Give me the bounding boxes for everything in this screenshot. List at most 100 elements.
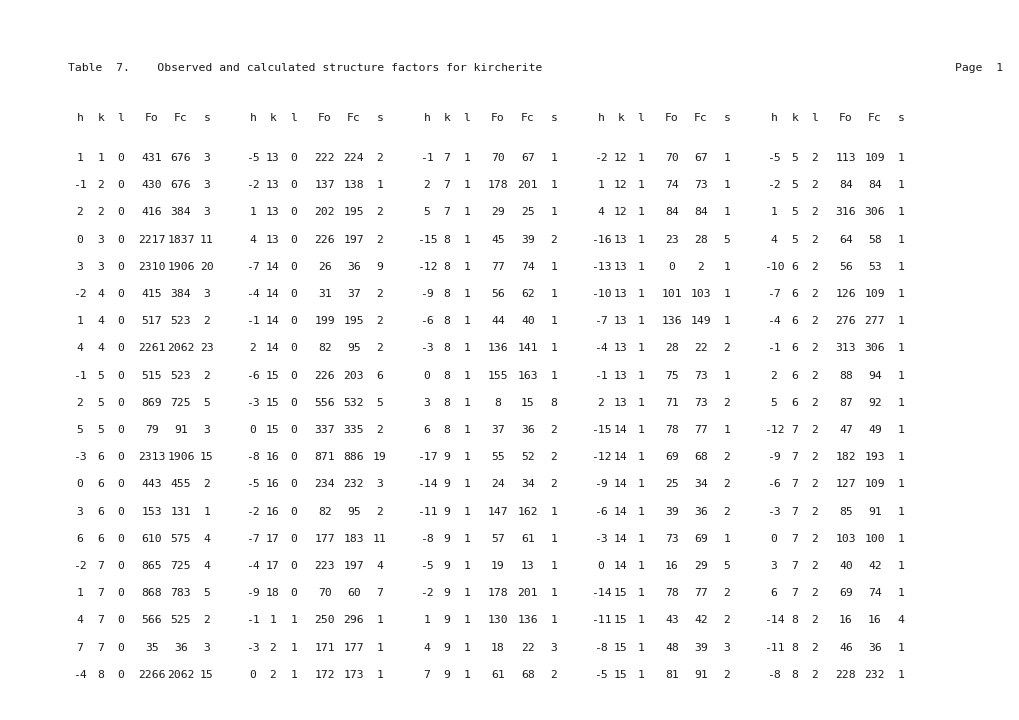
Text: 14: 14 [613,561,628,571]
Text: -11: -11 [590,616,610,626]
Text: 7: 7 [98,588,104,598]
Text: 2: 2 [550,425,557,435]
Text: 1: 1 [637,561,644,571]
Text: 13: 13 [521,561,534,571]
Text: -2: -2 [593,153,607,163]
Text: 2: 2 [811,670,817,680]
Text: 2: 2 [722,588,730,598]
Text: 1: 1 [463,616,470,626]
Text: 1: 1 [637,452,644,462]
Text: 6: 6 [791,262,798,271]
Text: 68: 68 [521,670,534,680]
Text: 0: 0 [667,262,675,271]
Text: 13: 13 [613,316,628,326]
Text: 87: 87 [839,397,852,408]
Text: 2062: 2062 [167,343,195,354]
Text: 101: 101 [661,289,682,299]
Text: 171: 171 [315,642,335,652]
Text: 6: 6 [791,397,798,408]
Text: 5: 5 [722,561,730,571]
Text: 14: 14 [613,425,628,435]
Text: 49: 49 [867,425,881,435]
Text: 4: 4 [204,561,210,571]
Text: 0: 0 [290,371,298,381]
Text: 3: 3 [550,642,557,652]
Text: 430: 430 [142,180,162,190]
Text: 8: 8 [443,397,450,408]
Text: 13: 13 [613,262,628,271]
Text: 195: 195 [343,207,364,217]
Text: 37: 37 [346,289,361,299]
Text: 37: 37 [490,425,504,435]
Text: 7: 7 [443,153,450,163]
Text: 306: 306 [864,343,884,354]
Text: -15: -15 [590,425,610,435]
Text: -4: -4 [246,289,260,299]
Text: 136: 136 [487,343,507,354]
Text: 2217: 2217 [139,235,165,245]
Text: -4: -4 [593,343,607,354]
Text: 2: 2 [811,425,817,435]
Text: 523: 523 [170,371,192,381]
Text: 1: 1 [269,616,276,626]
Text: 2: 2 [376,153,383,163]
Text: 1: 1 [637,670,644,680]
Text: 94: 94 [867,371,881,381]
Text: 2: 2 [811,262,817,271]
Text: -1: -1 [246,616,260,626]
Text: 7: 7 [76,642,84,652]
Text: 1: 1 [550,316,557,326]
Text: l: l [463,113,470,123]
Text: 1: 1 [290,670,298,680]
Text: 36: 36 [867,642,881,652]
Text: 1: 1 [637,642,644,652]
Text: l: l [637,113,644,123]
Text: 0: 0 [290,235,298,245]
Text: 2: 2 [269,642,276,652]
Text: 0: 0 [290,397,298,408]
Text: 1: 1 [722,207,730,217]
Text: -8: -8 [246,452,260,462]
Text: 1: 1 [637,534,644,544]
Text: 15: 15 [613,670,628,680]
Text: h: h [250,113,256,123]
Text: 3: 3 [76,507,84,516]
Text: 1: 1 [463,561,470,571]
Text: 232: 232 [864,670,884,680]
Text: 130: 130 [487,616,507,626]
Text: 1: 1 [897,534,904,544]
Text: 1: 1 [897,235,904,245]
Text: 7: 7 [791,561,798,571]
Text: 316: 316 [835,207,856,217]
Text: 1: 1 [637,397,644,408]
Text: 16: 16 [839,616,852,626]
Text: -9: -9 [766,452,781,462]
Text: 16: 16 [266,507,279,516]
Text: -3: -3 [420,343,433,354]
Text: 7: 7 [376,588,383,598]
Text: 22: 22 [694,343,707,354]
Text: -2: -2 [766,180,781,190]
Text: 3: 3 [98,262,104,271]
Text: 296: 296 [343,616,364,626]
Text: 2: 2 [376,235,383,245]
Text: 15: 15 [613,642,628,652]
Text: -14: -14 [417,480,437,490]
Text: -1: -1 [420,153,433,163]
Text: 1: 1 [98,153,104,163]
Text: -4: -4 [73,670,87,680]
Text: 5: 5 [722,235,730,245]
Text: 74: 74 [867,588,881,598]
Text: 676: 676 [170,153,192,163]
Text: 2: 2 [811,561,817,571]
Text: 5: 5 [98,397,104,408]
Text: 17: 17 [266,534,279,544]
Text: 70: 70 [318,588,331,598]
Text: 7: 7 [423,670,430,680]
Text: 2: 2 [722,452,730,462]
Text: -5: -5 [420,561,433,571]
Text: 223: 223 [315,561,335,571]
Text: 3: 3 [76,262,84,271]
Text: 0: 0 [769,534,776,544]
Text: 0: 0 [117,180,124,190]
